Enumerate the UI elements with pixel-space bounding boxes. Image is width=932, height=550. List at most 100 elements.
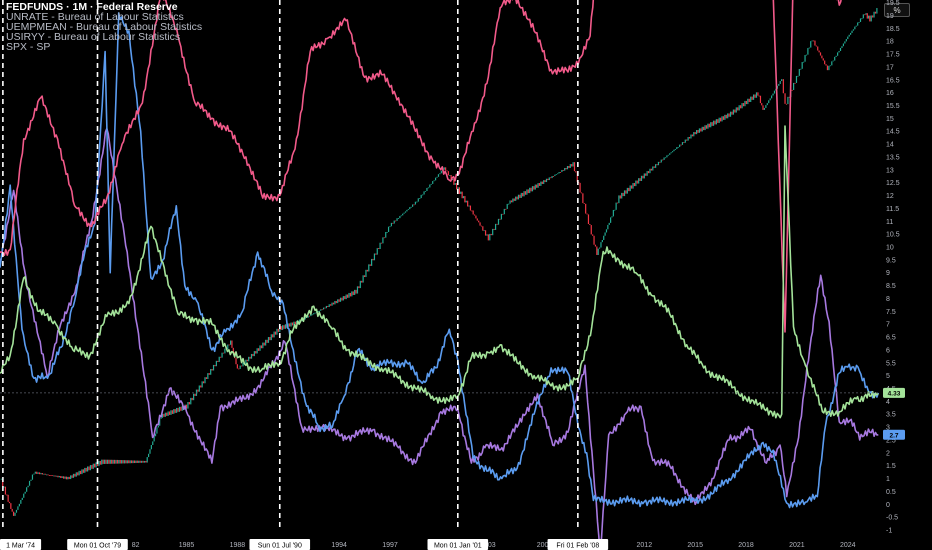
spx-candle <box>571 164 573 167</box>
spx-candle <box>221 352 223 358</box>
spx-candle <box>517 194 520 200</box>
series-line-uempmean[interactable] <box>0 0 878 333</box>
x-tick-label: 03 <box>488 542 496 549</box>
spx-candle <box>499 218 501 220</box>
spx-candle <box>239 365 241 369</box>
spx-candle <box>866 13 868 19</box>
spx-candle <box>531 186 534 192</box>
spx-candle <box>821 55 823 59</box>
spx-candle <box>872 15 874 18</box>
legend-uempmean[interactable]: UEMPMEAN - Bureau of Labour Statistics <box>6 21 203 33</box>
spx-candle <box>167 411 169 416</box>
spx-candle <box>328 304 330 307</box>
spx-candle <box>686 139 688 141</box>
spx-candle <box>684 139 686 143</box>
spx-candle <box>603 235 605 241</box>
legend-unrate[interactable]: UNRATE - Bureau of Labour Statistics <box>6 11 184 23</box>
spx-candle <box>533 186 535 190</box>
y-tick-label: 1 <box>886 476 890 483</box>
event-date-text: Sun 01 Jul '90 <box>258 543 302 550</box>
spx-candle <box>411 204 414 207</box>
spx-candle <box>456 183 458 190</box>
spx-candle <box>583 203 585 204</box>
spx-candle <box>561 169 563 173</box>
spx-candle <box>232 347 234 353</box>
spx-candle <box>492 228 494 236</box>
spx-candle <box>46 474 48 476</box>
spx-candle <box>490 233 492 236</box>
spx-candle <box>341 297 343 301</box>
spx-candle <box>794 82 796 84</box>
spx-candle <box>462 196 465 199</box>
spx-candle <box>40 473 42 475</box>
spx-candle <box>214 364 216 367</box>
spx-candle <box>259 345 261 351</box>
spx-candle <box>436 176 438 178</box>
spx-candle <box>429 184 431 188</box>
spx-candle <box>472 210 474 215</box>
scale-percent-toggle[interactable]: % <box>884 3 910 17</box>
spx-candle <box>867 15 870 19</box>
spx-candle <box>337 299 339 304</box>
spx-candle <box>776 85 778 89</box>
spx-candle <box>530 187 532 192</box>
spx-candle <box>850 32 852 35</box>
spx-candle <box>283 325 285 329</box>
spx-candle <box>629 185 631 192</box>
spx-candle <box>778 83 780 86</box>
spx-candle <box>383 237 385 239</box>
spx-candle <box>870 15 872 22</box>
spx-candle <box>58 476 60 478</box>
spx-candle <box>832 60 834 62</box>
spx-candle <box>88 466 90 471</box>
event-date-label: Mon 01 Oct '79 <box>67 539 128 550</box>
spx-candle <box>608 222 610 225</box>
spx-candle <box>330 304 332 306</box>
spx-candle <box>395 220 397 222</box>
spx-candle <box>420 194 422 199</box>
y-tick-label: 11.5 <box>886 206 899 213</box>
legend-usiryy[interactable]: USIRYY - Bureau of Labour Statistics <box>6 31 181 43</box>
spx-candle <box>229 340 232 345</box>
spx-candle <box>693 132 695 137</box>
spx-candle <box>592 234 594 236</box>
spx-candle <box>598 247 601 249</box>
spx-candle <box>279 326 281 332</box>
spx-candle <box>252 353 254 357</box>
series-line-fedfunds[interactable] <box>0 12 880 509</box>
spx-candle <box>579 182 581 193</box>
spx-candle <box>174 409 176 413</box>
spx-candle <box>84 467 86 473</box>
spx-candle <box>552 176 555 177</box>
spx-candle <box>193 393 195 401</box>
spx-candle <box>454 183 456 185</box>
spx-candle <box>607 224 609 230</box>
spx-candle <box>274 331 277 335</box>
spx-candle <box>851 30 853 33</box>
spx-candle <box>373 253 376 261</box>
x-tick-label: 2021 <box>789 542 805 549</box>
legend-spx[interactable]: SPX - SP <box>6 41 51 53</box>
series-line-usiryy[interactable] <box>0 127 879 550</box>
spx-candle <box>129 460 131 464</box>
spx-candle <box>667 154 669 156</box>
spx-candle <box>619 195 621 199</box>
spx-candle <box>565 167 567 170</box>
spx-candle <box>146 457 148 463</box>
spx-candle <box>409 207 411 210</box>
spx-candle <box>737 107 739 111</box>
spx-candle <box>41 473 43 475</box>
spx-candle <box>194 393 196 396</box>
spx-candle <box>147 453 150 458</box>
spx-candle <box>626 187 628 194</box>
spx-candle <box>476 218 478 221</box>
legend-fedfunds[interactable]: FEDFUNDS · 1M · Federal Reserve <box>6 1 178 13</box>
spx-candle <box>269 337 271 341</box>
spx-candle <box>529 187 531 194</box>
spx-candle <box>722 116 725 120</box>
spx-candle <box>27 485 29 488</box>
spx-candle <box>604 232 606 236</box>
series-line-unrate[interactable] <box>0 125 879 419</box>
spx-candle <box>339 297 342 302</box>
